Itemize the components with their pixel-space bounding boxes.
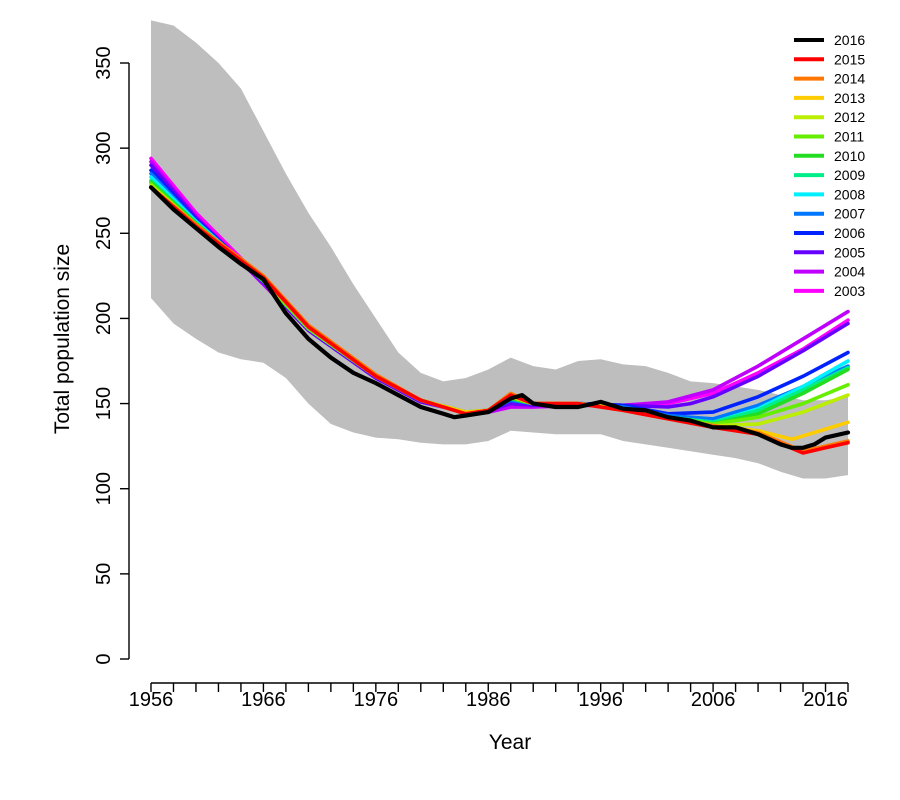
axes-layer: [128, 63, 848, 684]
legend-label-2005: 2005: [834, 244, 865, 260]
y-tick-label: 200: [93, 302, 115, 335]
y-tick-label: 150: [93, 387, 115, 420]
x-tick-label: 2006: [691, 689, 736, 711]
legend-label-2012: 2012: [834, 109, 865, 125]
x-axis-title: Year: [489, 731, 531, 754]
x-tick-label: 1996: [578, 689, 623, 711]
legend-label-2008: 2008: [834, 186, 865, 202]
x-tick-label: 1966: [241, 689, 286, 711]
confidence-band-layer: [151, 20, 848, 479]
legend-label-2009: 2009: [834, 167, 865, 183]
x-tick-label: 1976: [354, 689, 399, 711]
x-tick-label: 1986: [466, 689, 511, 711]
legend-label-2016: 2016: [834, 32, 865, 48]
x-tick-label: 1956: [129, 689, 174, 711]
legend-label-2007: 2007: [834, 206, 865, 222]
y-tick-label: 250: [93, 217, 115, 250]
legend-label-2014: 2014: [834, 71, 865, 87]
legend-label-2004: 2004: [834, 264, 865, 280]
legend-label-2015: 2015: [834, 51, 865, 67]
legend: 2016 2015 2014 2013 2012 2011 2010 2009 2008 2007…: [794, 32, 865, 299]
legend-label-2011: 2011: [834, 129, 864, 145]
x-axis-ticks: 1956 1966 1976 1986 1996 2006 2016: [129, 683, 849, 711]
y-tick-label: 0: [93, 653, 115, 664]
uncertainty-band: [151, 20, 848, 479]
y-tick-label: 100: [93, 472, 115, 505]
y-tick-label: 350: [93, 46, 115, 79]
y-axis-title: Total population size: [51, 244, 74, 434]
series-line-2016: [148, 185, 851, 450]
legend-label-2006: 2006: [834, 225, 865, 241]
legend-label-2013: 2013: [834, 90, 865, 106]
y-tick-label: 300: [93, 131, 115, 164]
legend-label-2010: 2010: [834, 148, 865, 164]
x-tick-label: 2016: [803, 689, 848, 711]
legend-label-2003: 2003: [834, 283, 865, 299]
y-tick-label: 50: [93, 563, 115, 585]
y-axis-ticks: 0 50 100 150 200 250 300 350: [93, 46, 129, 665]
series-lines-layer: [148, 156, 851, 455]
